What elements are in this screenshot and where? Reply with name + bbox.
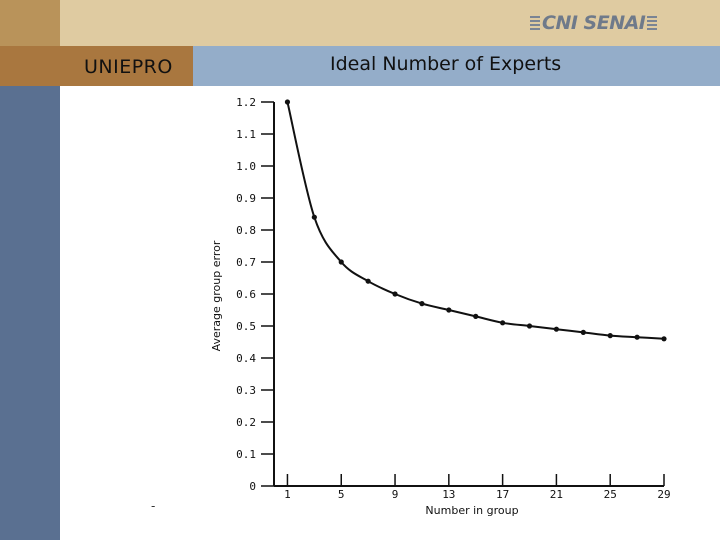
data-point: [392, 291, 398, 297]
y-tick-label: 1.0: [236, 160, 256, 173]
x-tick-label: 21: [550, 488, 563, 501]
y-tick-label: 0.3: [236, 384, 256, 397]
series-line: [286, 101, 665, 340]
data-point: [446, 307, 452, 313]
data-point: [419, 301, 425, 307]
y-tick-label: 0.1: [236, 448, 256, 461]
data-point: [365, 278, 371, 284]
x-tick-label: 29: [657, 488, 670, 501]
x-tick-label: 9: [392, 488, 399, 501]
brand-band: [0, 46, 193, 86]
y-tick-label: 1.1: [236, 128, 256, 141]
x-tick-label: 25: [604, 488, 617, 501]
y-axis-ticks: 0 0.1 0.2 0.3 0.4 0.5 0.6 0.7 0.8 0.9 1.0 1.1 1.2: [236, 96, 274, 493]
data-point: [634, 334, 640, 340]
footer-mark: -: [151, 499, 155, 513]
data-point: [607, 333, 613, 339]
logo-lines-icon: [530, 16, 540, 30]
chart-series: [284, 99, 667, 342]
y-tick-label: 1.2: [236, 96, 256, 109]
y-tick-label: 0.5: [236, 320, 256, 333]
y-tick-label: 0.4: [236, 352, 256, 365]
top-band: [60, 0, 720, 46]
data-point: [580, 329, 586, 335]
logo-lines-icon: [647, 16, 658, 30]
x-axis-ticks: 1 5 9 13 17 21 25 29: [284, 474, 671, 501]
y-axis-label: Average group error: [210, 240, 223, 351]
x-tick-label: 13: [442, 488, 455, 501]
left-strip-top: [0, 0, 60, 46]
title-band: [193, 46, 720, 86]
data-point: [338, 259, 344, 265]
data-point: [500, 320, 506, 326]
brand-name: UNIEPRO: [84, 56, 173, 78]
page-title: Ideal Number of Experts: [330, 53, 562, 75]
x-tick-label: 1: [284, 488, 291, 501]
chart-axes: [273, 102, 664, 487]
y-tick-label: 0.9: [236, 192, 256, 205]
y-tick-label: 0.8: [236, 224, 256, 237]
y-tick-label: 0.2: [236, 416, 256, 429]
cni-senai-logo: CNI SENAI: [528, 8, 659, 38]
data-point: [284, 99, 291, 105]
data-point: [473, 313, 479, 319]
data-point: [661, 336, 667, 342]
x-axis-label: Number in group: [425, 504, 518, 517]
y-tick-label: 0.6: [236, 288, 256, 301]
data-point: [526, 323, 533, 329]
x-tick-label: 5: [338, 488, 345, 501]
left-strip: [0, 86, 60, 540]
x-tick-label: 17: [496, 488, 509, 501]
data-point: [311, 214, 317, 220]
data-point: [553, 326, 560, 332]
y-tick-label: 0: [249, 480, 256, 493]
logo-text: CNI SENAI: [542, 12, 646, 34]
y-tick-label: 0.7: [236, 256, 256, 269]
